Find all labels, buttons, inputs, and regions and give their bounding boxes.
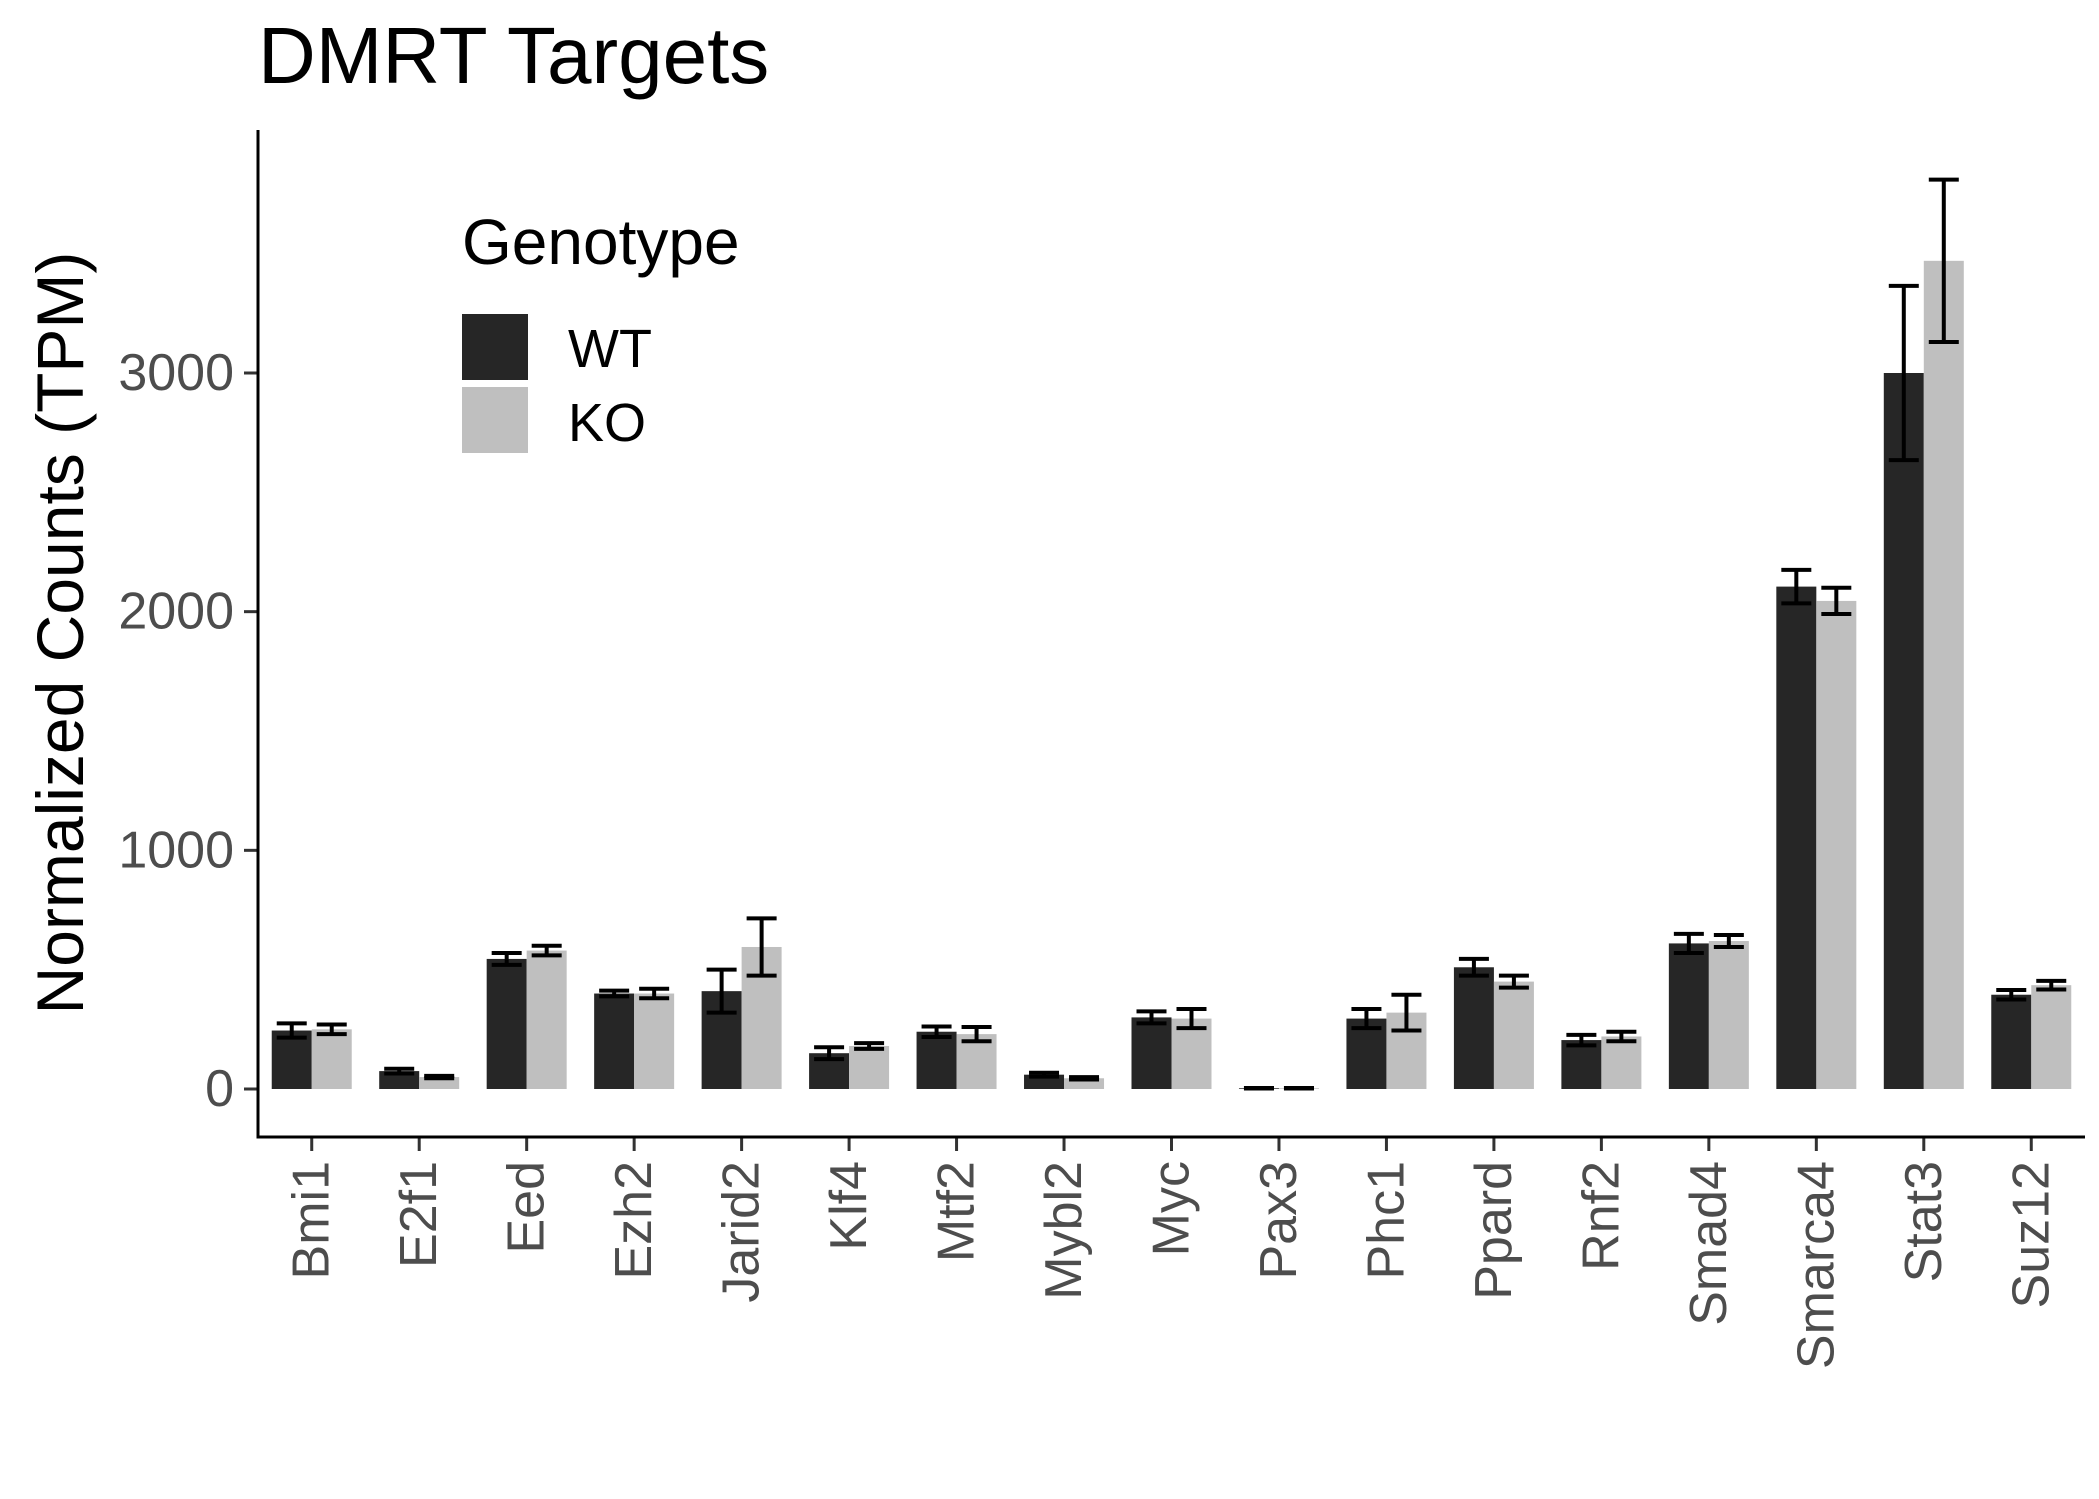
bar-wt-stat3 — [1883, 373, 1924, 1089]
error-bar-wt-smarca4 — [1781, 567, 1812, 606]
error-bar-ko-ppard — [1498, 973, 1529, 990]
x-tick-label-eed: Eed — [498, 1161, 556, 1254]
x-tick-label-bmi1: Bmi1 — [283, 1161, 341, 1279]
error-bar-ko-e2f1 — [424, 1073, 455, 1081]
y-tick-label-2000: 2000 — [118, 583, 234, 641]
x-tick-label-jarid2: Jarid2 — [713, 1161, 771, 1303]
x-tick-label-phc1: Phc1 — [1357, 1161, 1415, 1280]
error-bar-ko-myc — [1176, 1007, 1207, 1031]
error-bar-wt-ppard — [1458, 956, 1489, 978]
y-tick-label-3000: 3000 — [118, 344, 234, 402]
legend-key-wt — [462, 314, 528, 380]
x-tick-label-smad4: Smad4 — [1680, 1161, 1738, 1326]
x-tick-label-pax3: Pax3 — [1250, 1161, 1308, 1280]
x-tick-label-rnf2: Rnf2 — [1572, 1161, 1630, 1271]
error-bar-wt-rnf2 — [1566, 1032, 1597, 1048]
x-tick-label-klf4: Klf4 — [820, 1161, 878, 1251]
error-bar-ko-phc1 — [1391, 992, 1422, 1033]
y-tick-label-0: 0 — [205, 1060, 234, 1118]
bar-ko-mybl2 — [1064, 1078, 1105, 1089]
error-bar-ko-rnf2 — [1606, 1029, 1637, 1044]
bar-wt-ppard — [1453, 967, 1494, 1089]
bar-ko-smad4 — [1708, 941, 1749, 1089]
bar-wt-rnf2 — [1561, 1040, 1602, 1089]
error-bar-ko-stat3 — [1928, 177, 1959, 344]
bar-ko-e2f1 — [419, 1077, 460, 1089]
bar-wt-eed — [486, 958, 527, 1089]
error-bar-ko-bmi1 — [316, 1022, 347, 1037]
x-tick-label-mtf2: Mtf2 — [928, 1161, 986, 1262]
error-bar-ko-suz12 — [2036, 978, 2067, 992]
bar-ko-stat3 — [1923, 260, 1964, 1089]
chart-title: DMRT Targets — [258, 11, 770, 100]
legend-key-ko — [462, 387, 528, 453]
error-bar-ko-jarid2 — [746, 916, 777, 978]
bar-ko-klf4 — [849, 1046, 890, 1089]
bar-ko-eed — [526, 950, 567, 1089]
bar-wt-smarca4 — [1776, 586, 1817, 1089]
error-bar-wt-phc1 — [1351, 1007, 1382, 1031]
error-bar-wt-eed — [491, 950, 522, 967]
error-bar-wt-mtf2 — [921, 1024, 952, 1039]
legend-title: Genotype — [462, 206, 740, 278]
error-bar-ko-ezh2 — [639, 986, 670, 1001]
error-bar-wt-mybl2 — [1029, 1070, 1060, 1079]
x-tick-label-e2f1: E2f1 — [390, 1161, 448, 1268]
bar-ko-ppard — [1493, 981, 1534, 1089]
bar-wt-smad4 — [1668, 943, 1709, 1089]
bar-wt-ezh2 — [594, 993, 635, 1089]
x-tick-label-ezh2: Ezh2 — [605, 1161, 663, 1280]
bar-wt-suz12 — [1991, 994, 2032, 1089]
y-axis-title: Normalized Counts (TPM) — [23, 252, 97, 1015]
error-bar-ko-klf4 — [854, 1041, 885, 1051]
error-bar-wt-stat3 — [1888, 283, 1919, 463]
bar-wt-bmi1 — [271, 1030, 312, 1089]
error-bar-ko-eed — [531, 943, 562, 958]
error-bar-wt-e2f1 — [384, 1066, 415, 1076]
error-bar-ko-mtf2 — [961, 1024, 992, 1044]
bar-wt-myc — [1131, 1017, 1172, 1089]
bar-ko-ezh2 — [634, 993, 675, 1089]
y-tick-label-1000: 1000 — [118, 821, 234, 879]
x-tick-label-suz12: Suz12 — [2002, 1161, 2060, 1308]
error-bar-wt-bmi1 — [276, 1021, 307, 1040]
error-bar-ko-mybl2 — [1069, 1075, 1100, 1082]
bar-ko-myc — [1171, 1018, 1212, 1089]
x-tick-label-myc: Myc — [1143, 1161, 1201, 1256]
bar-ko-rnf2 — [1601, 1036, 1642, 1089]
x-tick-label-ppard: Ppard — [1465, 1161, 1523, 1300]
error-bar-wt-klf4 — [814, 1045, 845, 1062]
error-bar-wt-jarid2 — [706, 967, 737, 1015]
bar-wt-e2f1 — [379, 1071, 420, 1089]
x-tick-label-stat3: Stat3 — [1895, 1161, 1953, 1282]
error-bar-wt-suz12 — [1996, 987, 2027, 1002]
legend-label-wt: WT — [568, 319, 652, 379]
error-bar-wt-ezh2 — [599, 988, 630, 999]
bar-wt-mtf2 — [916, 1031, 957, 1089]
x-tick-label-mybl2: Mybl2 — [1035, 1161, 1093, 1300]
x-tick-label-smarca4: Smarca4 — [1787, 1161, 1845, 1369]
error-bar-wt-myc — [1136, 1009, 1167, 1026]
bar-ko-suz12 — [2031, 985, 2072, 1089]
error-bar-ko-smarca4 — [1821, 585, 1852, 617]
bar-ko-smarca4 — [1816, 600, 1857, 1089]
bar-ko-bmi1 — [311, 1029, 352, 1089]
error-bar-wt-smad4 — [1673, 931, 1704, 955]
bar-wt-phc1 — [1346, 1018, 1387, 1089]
error-bar-ko-smad4 — [1713, 933, 1744, 949]
legend-label-ko: KO — [568, 393, 647, 453]
